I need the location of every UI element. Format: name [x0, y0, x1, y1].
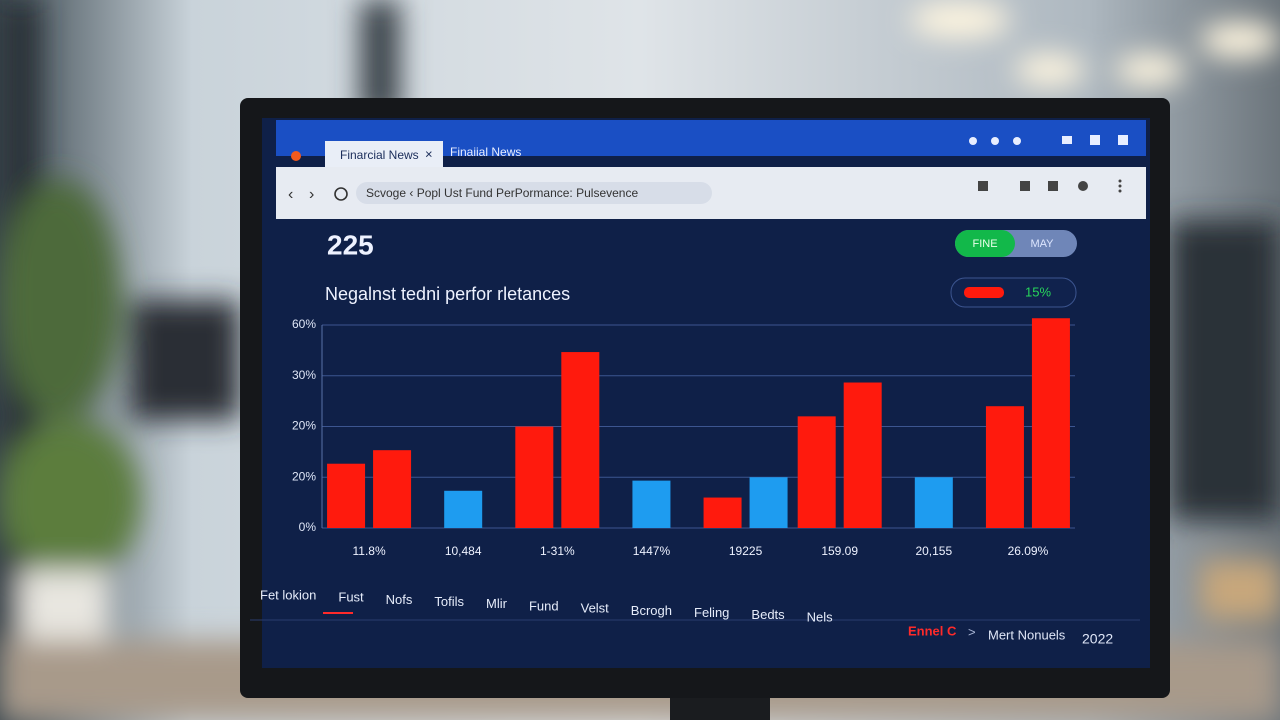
address-bar[interactable] [356, 182, 712, 204]
bar [985, 406, 1024, 528]
nav-item[interactable]: Fet lokion [260, 587, 316, 602]
y-tick-label: 20% [292, 419, 316, 433]
x-tick-label: 1-31% [540, 544, 575, 558]
nav-item[interactable]: Bedts [751, 607, 785, 622]
nav-item[interactable]: Fust [338, 590, 364, 605]
forward-button[interactable]: › [309, 186, 314, 203]
y-tick-label: 0% [299, 520, 317, 534]
x-tick-label: 11.8% [352, 544, 385, 558]
y-tick-label: 30% [292, 368, 316, 382]
legend-value: 15% [1025, 284, 1051, 299]
y-tick-label: 60% [292, 317, 316, 331]
bar [515, 426, 554, 528]
toolbar-icons [978, 179, 1122, 193]
nav-bar: Fet lokion Fust Nofs Tofils Mlir Fund Velst Bcr… [260, 587, 833, 624]
nav-item[interactable]: Nofs [386, 592, 413, 607]
address-text: Scvoge ‹ Popl Ust Fund PerPormance: Puls… [366, 186, 638, 200]
bar [1031, 318, 1070, 528]
x-tick-label: 159.09 [821, 544, 858, 558]
footer-label: Mert Nonuels [988, 627, 1066, 642]
toggle-label[interactable]: FINE [972, 238, 997, 250]
window-icons [969, 135, 1128, 145]
reload-button[interactable] [334, 187, 348, 201]
x-tick-label: 10,484 [445, 544, 482, 558]
legend-swatch [964, 287, 1004, 298]
bar [797, 416, 836, 528]
bar [703, 497, 742, 528]
bar [444, 490, 483, 528]
nav-item[interactable]: Nels [807, 609, 834, 624]
bar [561, 352, 600, 528]
nav-item[interactable]: Fund [529, 598, 559, 613]
footer-year: 2022 [1082, 631, 1113, 647]
nav-item[interactable]: Bcrogh [631, 603, 672, 618]
back-button[interactable]: ‹ [288, 186, 293, 203]
favicon [291, 151, 301, 161]
tab-title[interactable]: Finaiial News [450, 145, 521, 159]
plot: 0% 20% 20% 30% 60% 11.8% 10,484 1-31% 1447% 19225… [292, 317, 1075, 558]
bar [914, 477, 953, 528]
tab-active[interactable] [325, 141, 443, 167]
y-tick-label: 20% [292, 469, 316, 483]
nav-active-underline [323, 612, 353, 614]
bar [843, 382, 882, 528]
tab-title[interactable]: Finarcial News [340, 148, 419, 162]
x-tick-label: 20,155 [915, 544, 952, 558]
nav-item[interactable]: Feling [694, 605, 729, 620]
x-tick-label: 26.09% [1008, 544, 1049, 558]
bar [327, 463, 366, 528]
bar [632, 480, 671, 528]
tab-close[interactable]: × [425, 146, 433, 161]
legend [950, 277, 1077, 308]
footer-separator: > [968, 624, 976, 639]
nav-item[interactable]: Mlir [486, 596, 508, 611]
toggle-label[interactable]: MAY [1030, 238, 1054, 250]
x-tick-label: 19225 [729, 544, 763, 558]
nav-item[interactable]: Velst [581, 601, 610, 616]
nav-item[interactable]: Tofils [434, 594, 464, 609]
bar [373, 450, 412, 528]
bar [749, 477, 788, 528]
x-tick-label: 1447% [633, 544, 671, 558]
headline-number: 225 [327, 229, 374, 260]
toggle-on[interactable] [955, 230, 1015, 257]
chart-title: Negalnst tedni perfor rletances [325, 284, 570, 304]
footer-link[interactable]: Ennel C [908, 623, 957, 638]
